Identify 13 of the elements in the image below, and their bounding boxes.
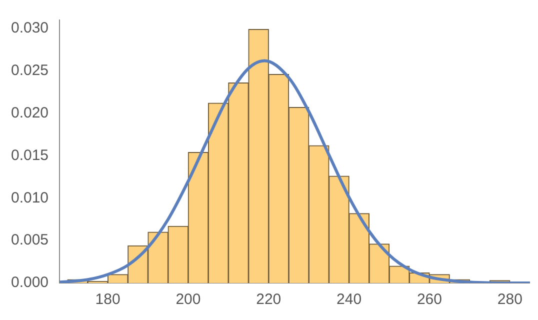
y-tick-label: 0.025 bbox=[10, 62, 49, 80]
y-tick-label: 0.010 bbox=[10, 189, 49, 206]
y-tick-label: 0.000 bbox=[10, 274, 49, 292]
y-tick-label: 0.005 bbox=[10, 232, 49, 249]
y-tick-label: 0.015 bbox=[10, 146, 49, 164]
x-tick-label: 180 bbox=[95, 291, 120, 308]
x-tick-label: 220 bbox=[256, 291, 282, 308]
x-tick-label: 260 bbox=[416, 291, 442, 308]
x-tick-label: 280 bbox=[497, 291, 522, 308]
x-tick-label: 200 bbox=[176, 291, 201, 308]
y-tick-label: 0.020 bbox=[10, 104, 49, 122]
y-tick-label: 0.030 bbox=[10, 20, 49, 37]
x-tick-label: 240 bbox=[336, 291, 362, 308]
